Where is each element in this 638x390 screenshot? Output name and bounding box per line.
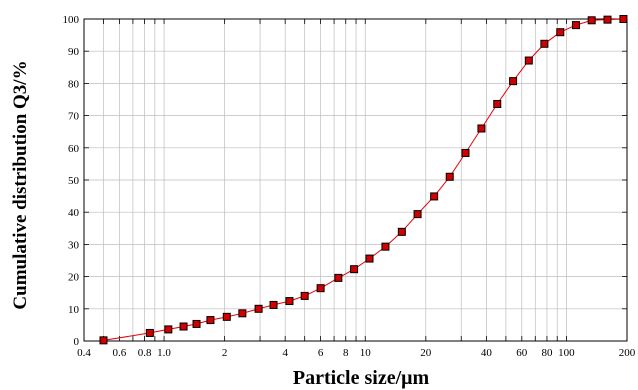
y-tick-label: 50 bbox=[68, 175, 80, 187]
x-tick-labels: 0.4 0.6 0.8 1.0 2 4 6 8 10 20 40 60 80 100 200 bbox=[77, 347, 636, 359]
data-point bbox=[413, 210, 422, 219]
data-point bbox=[192, 319, 201, 328]
data-point bbox=[350, 265, 359, 274]
data-point bbox=[238, 309, 247, 318]
data-point bbox=[524, 56, 533, 65]
x-tick-label: 80 bbox=[541, 347, 553, 359]
y-tick-label: 90 bbox=[68, 46, 80, 58]
x-axis-title: Particle size/μm bbox=[293, 367, 430, 389]
data-point bbox=[285, 297, 294, 306]
data-point bbox=[254, 304, 263, 313]
data-point bbox=[334, 273, 343, 282]
y-tick-labels: 0 10 20 30 40 50 60 70 80 90 100 bbox=[63, 14, 80, 348]
data-point bbox=[556, 28, 565, 37]
y-tick-label: 20 bbox=[68, 272, 80, 284]
x-tick-label: 2 bbox=[222, 347, 228, 359]
data-point bbox=[571, 21, 580, 30]
y-tick-label: 40 bbox=[68, 207, 80, 219]
y-tick-label: 30 bbox=[68, 239, 80, 251]
y-tick-label: 70 bbox=[68, 111, 80, 123]
data-point bbox=[269, 300, 278, 309]
data-point bbox=[540, 39, 549, 48]
data-point bbox=[164, 325, 173, 334]
x-tick-label: 0.4 bbox=[77, 347, 91, 359]
data-point bbox=[397, 227, 406, 236]
data-point bbox=[316, 284, 325, 293]
x-tick-label: 100 bbox=[558, 347, 575, 359]
data-point bbox=[222, 312, 231, 321]
x-tick-label: 8 bbox=[343, 347, 349, 359]
data-point bbox=[509, 77, 518, 86]
data-point bbox=[445, 172, 454, 181]
x-tick-label: 10 bbox=[360, 347, 372, 359]
data-point bbox=[365, 254, 374, 263]
x-tick-label: 200 bbox=[619, 347, 636, 359]
y-tick-label: 0 bbox=[74, 336, 80, 348]
data-point bbox=[300, 291, 309, 300]
x-tick-label: 20 bbox=[420, 347, 432, 359]
y-tick-label: 80 bbox=[68, 78, 80, 90]
x-tick-label: 1.0 bbox=[157, 347, 171, 359]
data-point bbox=[381, 242, 390, 251]
data-point bbox=[477, 124, 486, 133]
x-tick-label: 6 bbox=[318, 347, 324, 359]
x-tick-label: 0.6 bbox=[113, 347, 127, 359]
markers bbox=[99, 15, 628, 345]
y-tick-label: 60 bbox=[68, 143, 80, 155]
grid bbox=[83, 18, 628, 342]
data-point bbox=[206, 316, 215, 325]
x-tick-label: 40 bbox=[481, 347, 493, 359]
data-point bbox=[430, 192, 439, 201]
data-point bbox=[99, 336, 108, 345]
y-axis-title: Cumulative distribution Q3/% bbox=[10, 60, 31, 309]
data-point bbox=[587, 16, 596, 25]
data-point bbox=[603, 15, 612, 24]
x-tick-label: 4 bbox=[282, 347, 288, 359]
data-point bbox=[461, 148, 470, 157]
data-point bbox=[619, 15, 628, 23]
y-tick-label: 10 bbox=[68, 304, 80, 316]
x-tick-label: 60 bbox=[516, 347, 528, 359]
data-point bbox=[145, 328, 154, 337]
x-tick-label: 0.8 bbox=[138, 347, 152, 359]
data-point bbox=[179, 322, 188, 331]
y-tick-label: 100 bbox=[63, 14, 80, 26]
ticks bbox=[83, 18, 628, 342]
data-point bbox=[493, 100, 502, 109]
